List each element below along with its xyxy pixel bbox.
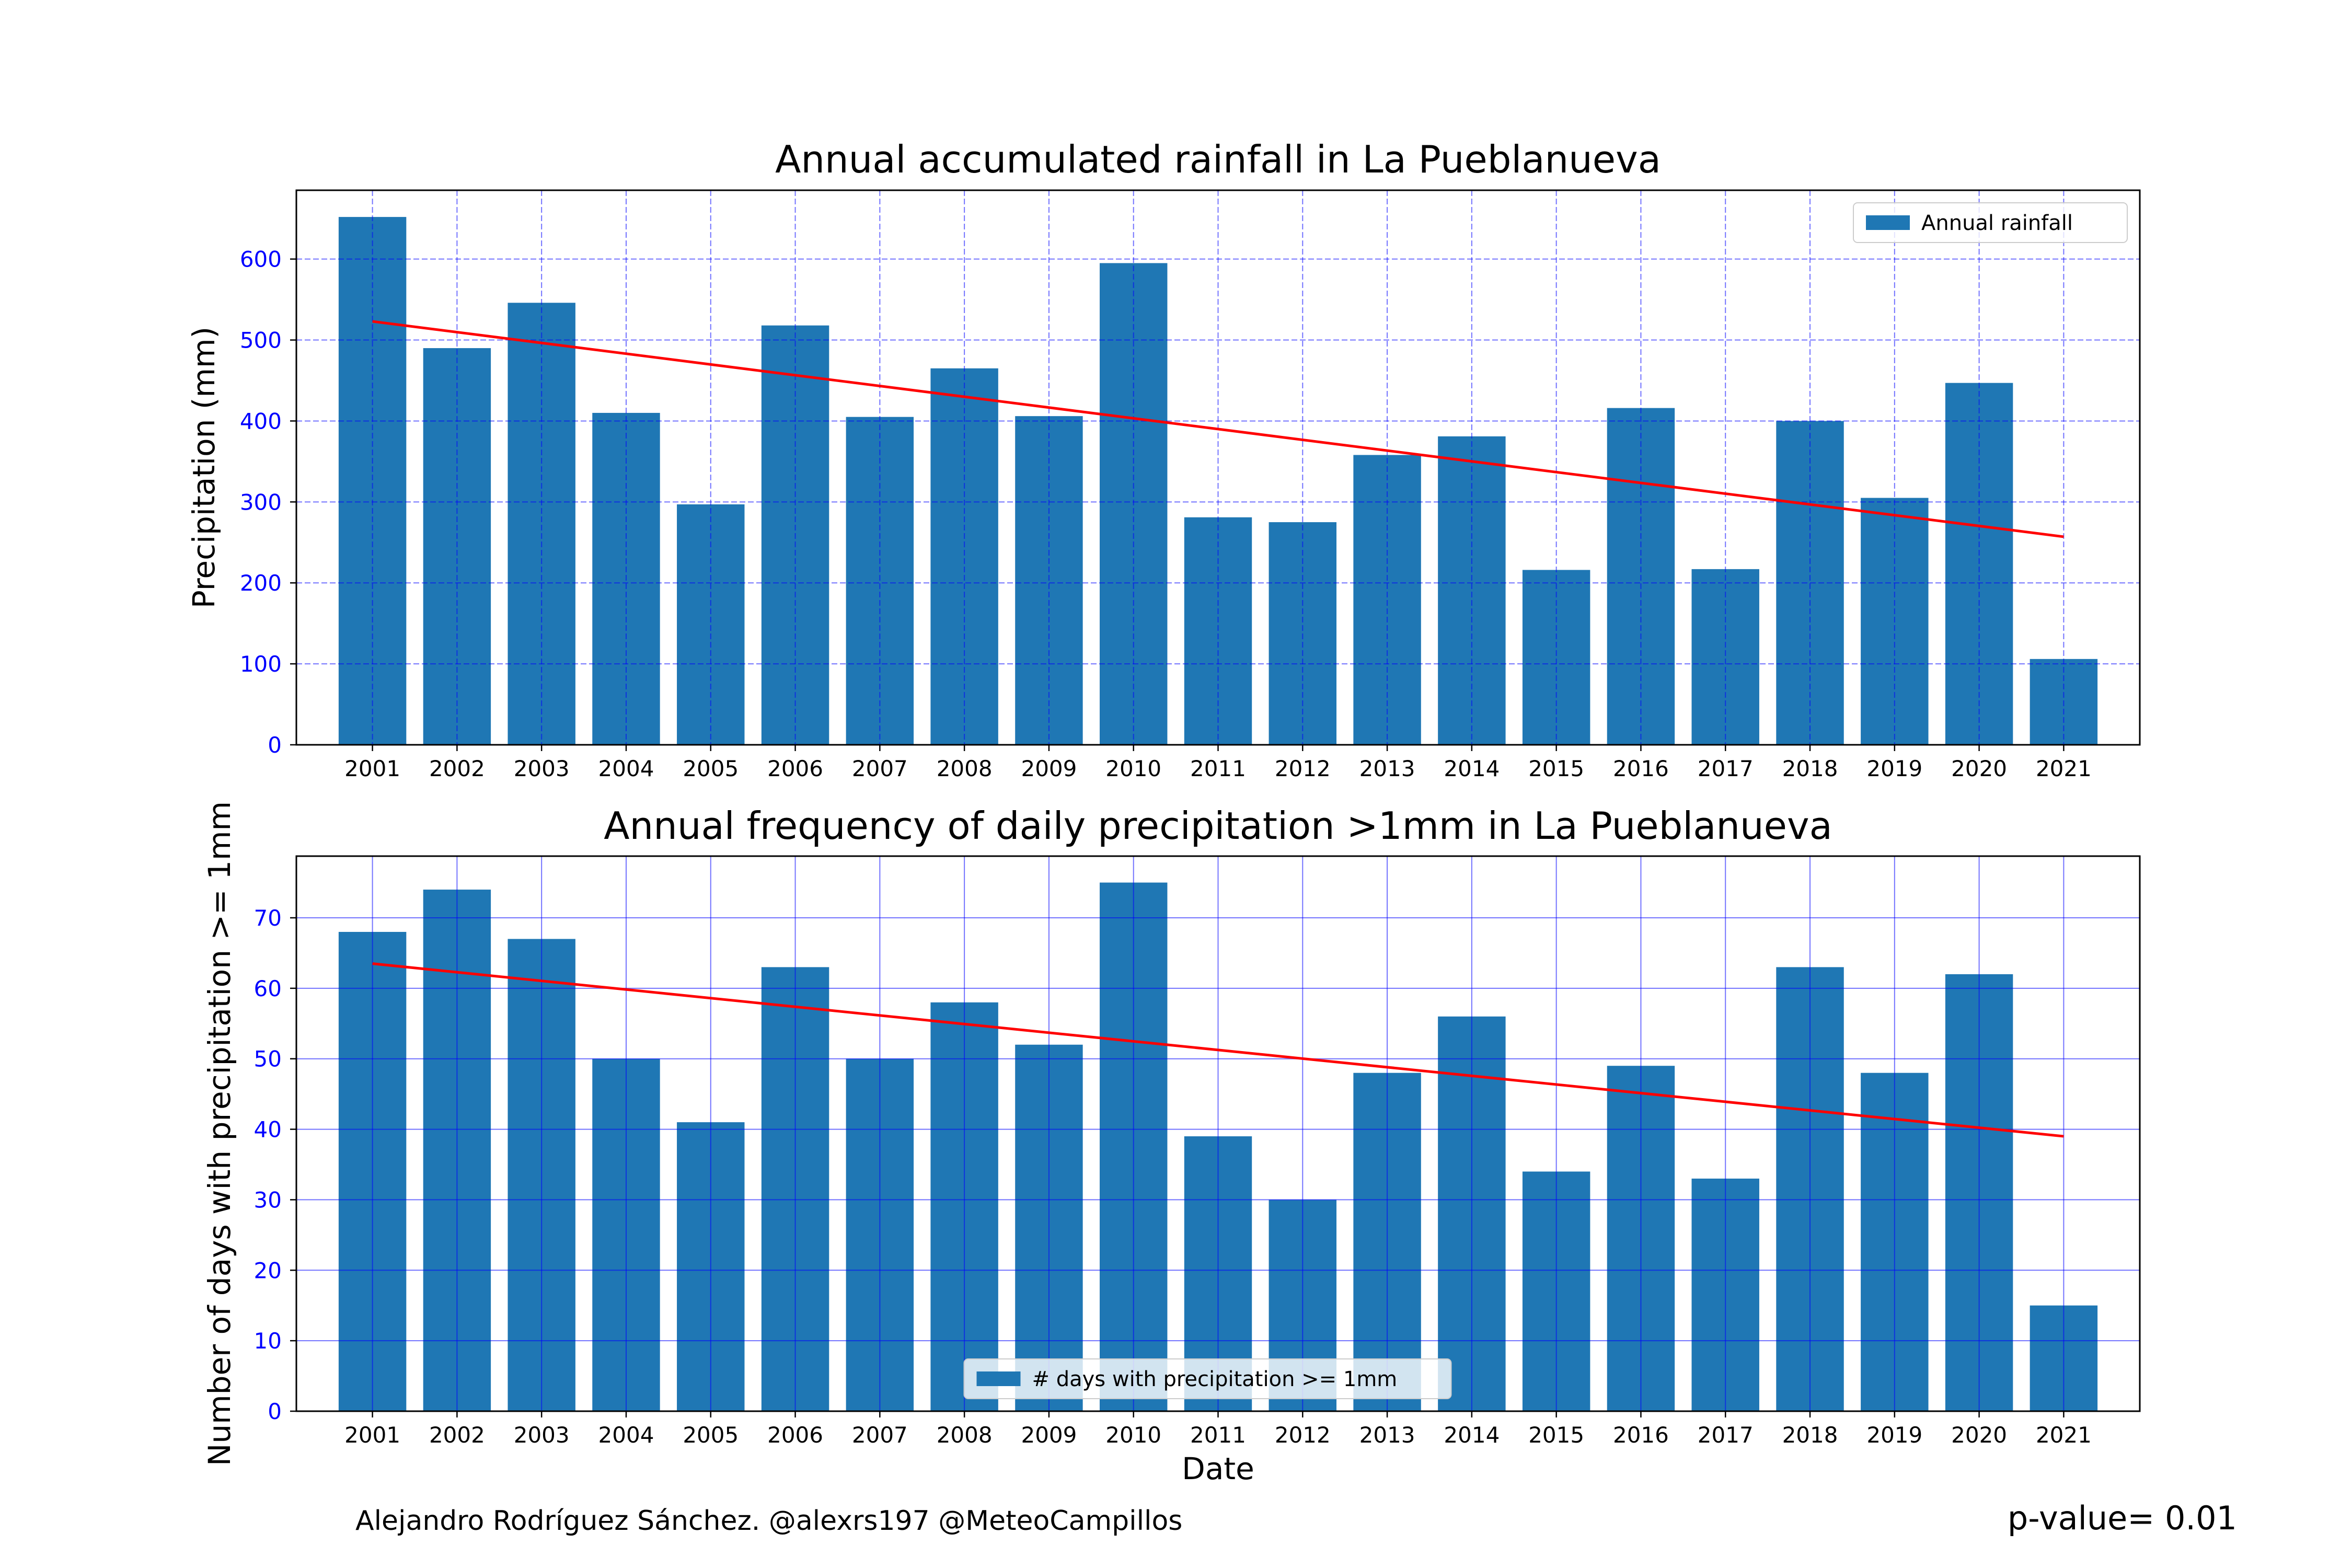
y-tick-label: 50 [254,1046,282,1072]
x-tick-label: 2014 [1444,756,1500,781]
x-tick-label: 2018 [1782,1422,1838,1448]
y-tick-label: 0 [268,1399,282,1424]
trend-line [372,320,2064,538]
x-axis-label: Date [1182,1451,1254,1486]
y-tick-label: 20 [254,1258,282,1283]
x-tick-label: 2017 [1698,1422,1754,1448]
x-tick-label: 2003 [514,1422,570,1448]
x-tick-label: 2017 [1698,756,1754,781]
legend: Annual rainfall [1853,202,2128,243]
x-tick-label: 2011 [1190,756,1246,781]
x-tick-label: 2002 [429,1422,485,1448]
x-tick-label: 2013 [1359,1422,1415,1448]
x-tick-label: 2006 [767,756,823,781]
y-tick-label: 100 [240,651,282,677]
x-tick-label: 2021 [2036,1422,2092,1448]
y-tick-label: 0 [268,732,282,758]
x-tick-label: 2004 [598,756,654,781]
x-tick-label: 2001 [344,1422,400,1448]
legend-swatch [976,1371,1021,1386]
y-tick-label: 30 [254,1187,282,1213]
y-tick-label: 500 [240,328,282,353]
x-tick-label: 2008 [937,1422,993,1448]
x-tick-label: 2008 [937,756,993,781]
chart-panel-1: 2001 2002 2003 2004 2005 2006 2007 2008 2009 2010… [186,137,2141,781]
bar-2001 [338,217,407,745]
chart-panel-2: 2001 2002 2003 2004 2005 2006 2007 2008 2009 2010… [202,801,2141,1486]
bar-2015 [1522,570,1590,745]
x-tick-label: 2007 [852,1422,908,1448]
y-tick-label: 400 [240,408,282,434]
x-tick-label: 2006 [767,1422,823,1448]
bar-2014 [1438,436,1506,745]
x-tick-label: 2016 [1613,756,1669,781]
x-tick-label: 2003 [514,756,570,781]
y-axis-label: Precipitation (mm) [186,327,222,608]
x-tick-label: 2012 [1275,756,1331,781]
x-tick-label: 2014 [1444,1422,1500,1448]
x-tick-label: 2020 [1951,756,2007,781]
x-tick-label: 2010 [1105,756,1161,781]
trend-line [372,962,2064,1138]
y-axis-label: Number of days with precipitation >= 1mm [202,801,237,1466]
x-tick-label: 2011 [1190,1422,1246,1448]
y-tick-label: 300 [240,489,282,515]
x-tick-label: 2010 [1105,1422,1161,1448]
chart-title: Annual frequency of daily precipitation … [604,804,1832,848]
x-tick-label: 2001 [344,756,400,781]
x-tick-label: 2015 [1528,756,1584,781]
legend-label: # days with precipitation >= 1mm [1032,1367,1398,1391]
x-tick-label: 2005 [683,1422,739,1448]
x-tick-label: 2018 [1782,756,1838,781]
legend: # days with precipitation >= 1mm [963,1358,1452,1399]
x-tick-label: 2012 [1275,1422,1331,1448]
bar-2005 [677,504,745,745]
x-tick-label: 2016 [1613,1422,1669,1448]
x-tick-label: 2005 [683,756,739,781]
bar-2017 [1691,569,1759,745]
x-tick-label: 2002 [429,756,485,781]
bar-2008 [930,368,998,745]
chart-title: Annual accumulated rainfall in La Puebla… [775,137,1661,181]
legend-label: Annual rainfall [1921,211,2073,235]
y-tick-label: 40 [254,1117,282,1143]
x-tick-label: 2007 [852,756,908,781]
x-tick-label: 2013 [1359,756,1415,781]
x-tick-label: 2015 [1528,1422,1584,1448]
y-tick-label: 10 [254,1328,282,1354]
x-tick-label: 2021 [2036,756,2092,781]
legend-box [963,1358,1452,1399]
legend-box [1853,202,2128,243]
y-tick-label: 600 [240,247,282,272]
y-tick-label: 60 [254,976,282,1001]
x-tick-label: 2020 [1951,1422,2007,1448]
y-tick-label: 200 [240,570,282,596]
x-tick-label: 2019 [1866,1422,1922,1448]
author-credit: Alejandro Rodríguez Sánchez. @alexrs197 … [355,1505,1183,1537]
x-tick-label: 2009 [1021,756,1077,781]
p-value-label: p-value= 0.01 [2007,1499,2237,1537]
y-tick-label: 70 [254,905,282,931]
x-tick-label: 2009 [1021,1422,1077,1448]
x-tick-label: 2004 [598,1422,654,1448]
legend-swatch [1866,215,1910,230]
x-tick-label: 2019 [1866,756,1922,781]
